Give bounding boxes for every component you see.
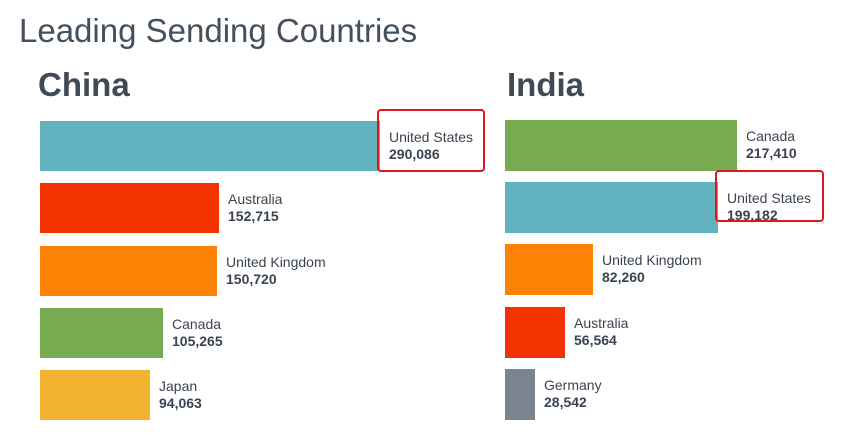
data-label-india-australia: Australia 56,564 bbox=[574, 315, 628, 349]
value-label: 290,086 bbox=[389, 145, 440, 162]
bar-india-germany bbox=[505, 369, 535, 420]
data-label-india-united-kingdom: United Kingdom 82,260 bbox=[602, 252, 702, 286]
bar-china-japan bbox=[40, 370, 150, 420]
category-label: United States bbox=[389, 129, 474, 145]
category-label: Japan bbox=[159, 378, 198, 394]
data-label-china-canada: Canada 105,265 bbox=[172, 316, 223, 350]
data-label-india-united-states: United States 199,182 bbox=[727, 190, 811, 224]
category-label: United Kingdom bbox=[602, 252, 702, 268]
bar-china-united-kingdom bbox=[40, 246, 217, 296]
data-label-india-canada: Canada 217,410 bbox=[746, 128, 797, 162]
value-label: 150,720 bbox=[226, 270, 277, 287]
highlight-box-china bbox=[377, 109, 485, 172]
value-label: 105,265 bbox=[172, 332, 223, 349]
data-label-india-germany: Germany 28,542 bbox=[544, 377, 602, 411]
category-label: Australia bbox=[574, 315, 629, 331]
bar-india-united-kingdom bbox=[505, 244, 593, 295]
category-label: Germany bbox=[544, 377, 602, 393]
bar-india-australia bbox=[505, 307, 565, 358]
value-label: 199,182 bbox=[727, 206, 778, 223]
chart-title-india: India bbox=[507, 66, 585, 103]
bar-china-australia bbox=[40, 183, 219, 233]
bar-china-canada bbox=[40, 308, 163, 358]
data-label-china-japan: Japan 94,063 bbox=[159, 378, 202, 412]
bar-india-canada bbox=[505, 120, 737, 171]
value-label: 56,564 bbox=[574, 331, 617, 348]
value-label: 28,542 bbox=[544, 393, 587, 410]
data-label-china-united-states: United States 290,086 bbox=[389, 129, 473, 163]
chart-title-china: China bbox=[38, 66, 130, 103]
value-label: 94,063 bbox=[159, 394, 202, 411]
value-label: 217,410 bbox=[746, 144, 797, 161]
category-label: Australia bbox=[228, 191, 283, 207]
category-label: United Kingdom bbox=[226, 254, 326, 270]
data-label-china-united-kingdom: United Kingdom 150,720 bbox=[226, 254, 326, 288]
category-label: Canada bbox=[172, 316, 222, 332]
data-label-china-australia: Australia 152,715 bbox=[228, 191, 282, 225]
value-label: 82,260 bbox=[602, 268, 645, 285]
page-title: Leading Sending Countries bbox=[19, 12, 418, 49]
bar-india-united-states bbox=[505, 182, 718, 233]
category-label: Canada bbox=[746, 128, 796, 144]
category-label: United States bbox=[727, 190, 812, 206]
highlight-box-india bbox=[715, 170, 824, 222]
value-label: 152,715 bbox=[228, 207, 279, 224]
bar-china-united-states bbox=[40, 121, 380, 171]
